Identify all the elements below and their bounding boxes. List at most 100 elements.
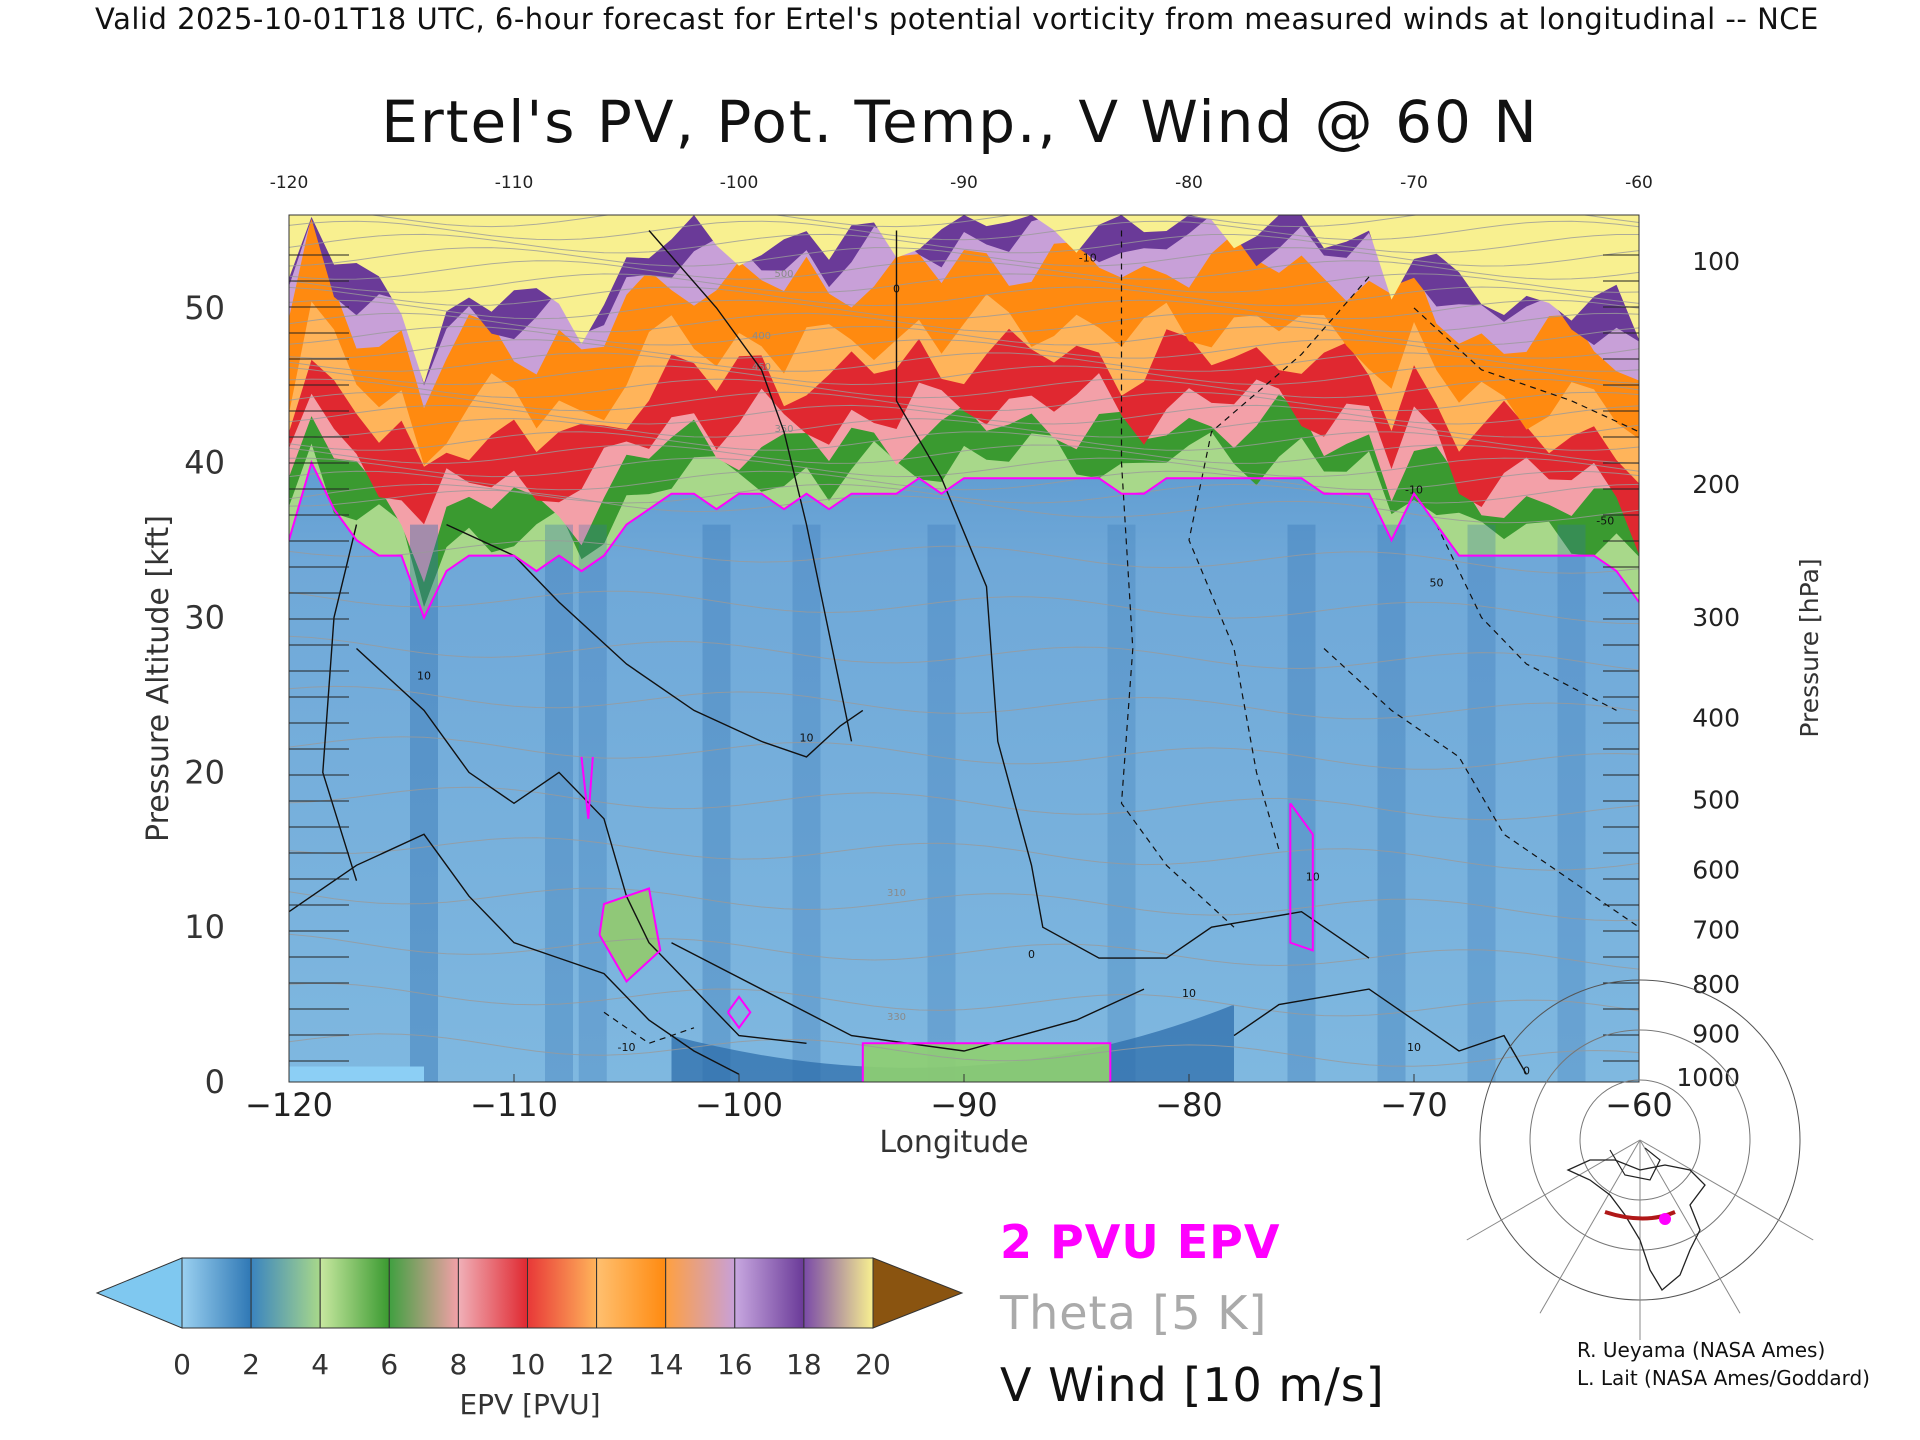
y-right-tick-label: 900 [1692, 1019, 1740, 1048]
y-left-tick-label: 0 [205, 1063, 225, 1101]
colorbar-tick-label: 0 [173, 1348, 191, 1381]
wind-contour-negative [1435, 524, 1617, 711]
y-right-tick-label: 600 [1692, 855, 1740, 884]
colorbar-tick-label: 6 [380, 1348, 398, 1381]
epv-mid-patch [599, 888, 661, 982]
theta-contour-label: 330 [887, 1012, 906, 1023]
axes: −120 −110 −100 −90 −80 −70 −60-120 -110 -100 -90-… [141, 173, 1824, 1160]
epv-low-patch [289, 1066, 424, 1082]
colorbar: 0 2 4 6 8 10 12 14 16 18 20 EPV [PVU] [95, 1257, 964, 1421]
wind-contour-label: 0 [1523, 1064, 1530, 1077]
theta-contour [289, 786, 1639, 821]
y-right-tick-label: 800 [1692, 970, 1740, 999]
theta-contour [289, 470, 1639, 491]
x-top-tick-label: -80 [1175, 173, 1203, 193]
epv-streak [1467, 524, 1496, 1082]
theta-contour [289, 378, 1639, 399]
stratosphere-layers [289, 215, 1639, 618]
y-left-tick-label: 50 [184, 289, 225, 327]
theta-contour [289, 933, 1639, 970]
wind-contour-label: 0 [1028, 948, 1035, 961]
theta-contour [289, 837, 1639, 871]
x-top-tick-label: -60 [1625, 173, 1653, 193]
theta-contour [289, 365, 1639, 386]
x-top-tick-label: -110 [495, 173, 534, 193]
epv-layer [289, 215, 1639, 386]
colorbar-segment [250, 1257, 321, 1329]
theta-contour-label: 310 [887, 888, 906, 899]
theta-contour [289, 391, 1639, 412]
legend-v-wind: V Wind [10 m/s] [1000, 1358, 1385, 1412]
y-right-tick-label: 100 [1692, 247, 1740, 276]
pvu-2-patch [861, 1042, 1112, 1082]
theta-contour-label: 350 [774, 424, 793, 435]
legend-theta: Theta [5 K] [1000, 1286, 1268, 1340]
wind-contour-negative [1120, 230, 1235, 928]
theta-contour [289, 489, 1639, 524]
forecast-header: Valid 2025-10-01T18 UTC, 6-hour forecast… [95, 2, 1819, 36]
wind-contour [895, 230, 1370, 959]
theta-contour [289, 260, 1639, 280]
epv-streak [578, 524, 607, 1082]
theta-contour [289, 982, 1639, 1017]
wind-contour-label: 0 [893, 282, 900, 295]
colorbar-segment [319, 1257, 390, 1329]
map-meridian [1539, 1139, 1641, 1314]
colorbar-tick-label: 14 [648, 1348, 684, 1381]
epv-surface-patch [862, 1043, 1111, 1082]
theta-contour [289, 1033, 1639, 1067]
x-tick-label: −120 [245, 1086, 333, 1124]
epv-streak [545, 524, 573, 1082]
colorbar-tick-label: 12 [579, 1348, 615, 1381]
x-top-tick-label: -120 [270, 173, 309, 193]
wind-contour-negative [1188, 276, 1370, 850]
epv-streak [1557, 524, 1586, 1082]
theta-contour [289, 685, 1639, 720]
credit-lait: L. Lait (NASA Ames/Goddard) [1577, 1366, 1870, 1390]
epv-streak [927, 524, 956, 1082]
theta-contour [289, 418, 1639, 438]
pvu-2-patch [598, 887, 662, 983]
x-top-tick-label: -90 [950, 173, 978, 193]
wind-contour-label: 10 [800, 731, 814, 744]
colorbar-segment [665, 1257, 736, 1329]
y-right-tick-label: 200 [1692, 470, 1740, 499]
colorbar-tick-label: 18 [786, 1348, 822, 1381]
legend-pvu: 2 PVU EPV [1000, 1215, 1281, 1269]
colorbar-label: EPV [PVU] [459, 1388, 600, 1421]
theta-contour [289, 404, 1639, 425]
theta-contour [289, 483, 1639, 504]
y-right-tick-label: 500 [1692, 786, 1740, 815]
epv-streak [1377, 524, 1406, 1082]
map-location-dot [1659, 1213, 1671, 1225]
wind-contour [671, 942, 1145, 1052]
colorbar-tick-label: 8 [449, 1348, 467, 1381]
colorbar-segment [734, 1257, 805, 1329]
y-left-tick-label: 20 [184, 753, 225, 791]
theta-contour [289, 286, 1639, 307]
y-left-tick-label: 10 [184, 908, 225, 946]
wind-contour-label: 10 [1182, 987, 1196, 1000]
pvu-2-tropopause [289, 459, 1639, 621]
x-tick-label: −70 [1380, 1086, 1448, 1124]
colorbar-tick-label: 16 [717, 1348, 753, 1381]
theta-contour [289, 339, 1639, 359]
theta-contour [289, 247, 1639, 267]
pvu-2-patch [726, 995, 752, 1030]
chart-title: Ertel's PV, Pot. Temp., V Wind @ 60 N [381, 88, 1539, 156]
epv-streak [410, 524, 438, 1082]
theta-contour [289, 540, 1639, 574]
colorbar-segment [457, 1257, 528, 1329]
colorbar-tick-label: 20 [855, 1348, 891, 1381]
wind-contour-negative [1413, 307, 1639, 433]
colorbar-segment [803, 1257, 874, 1329]
y-right-tick-label: 300 [1692, 603, 1740, 632]
colorbar-tick-label: 2 [242, 1348, 260, 1381]
theta-contour [289, 312, 1639, 333]
y-right-tick-label: 400 [1692, 704, 1740, 733]
x-tick-label: −110 [470, 1086, 558, 1124]
colorbar-low-arrow [95, 1257, 183, 1329]
theta-contour [289, 352, 1639, 372]
